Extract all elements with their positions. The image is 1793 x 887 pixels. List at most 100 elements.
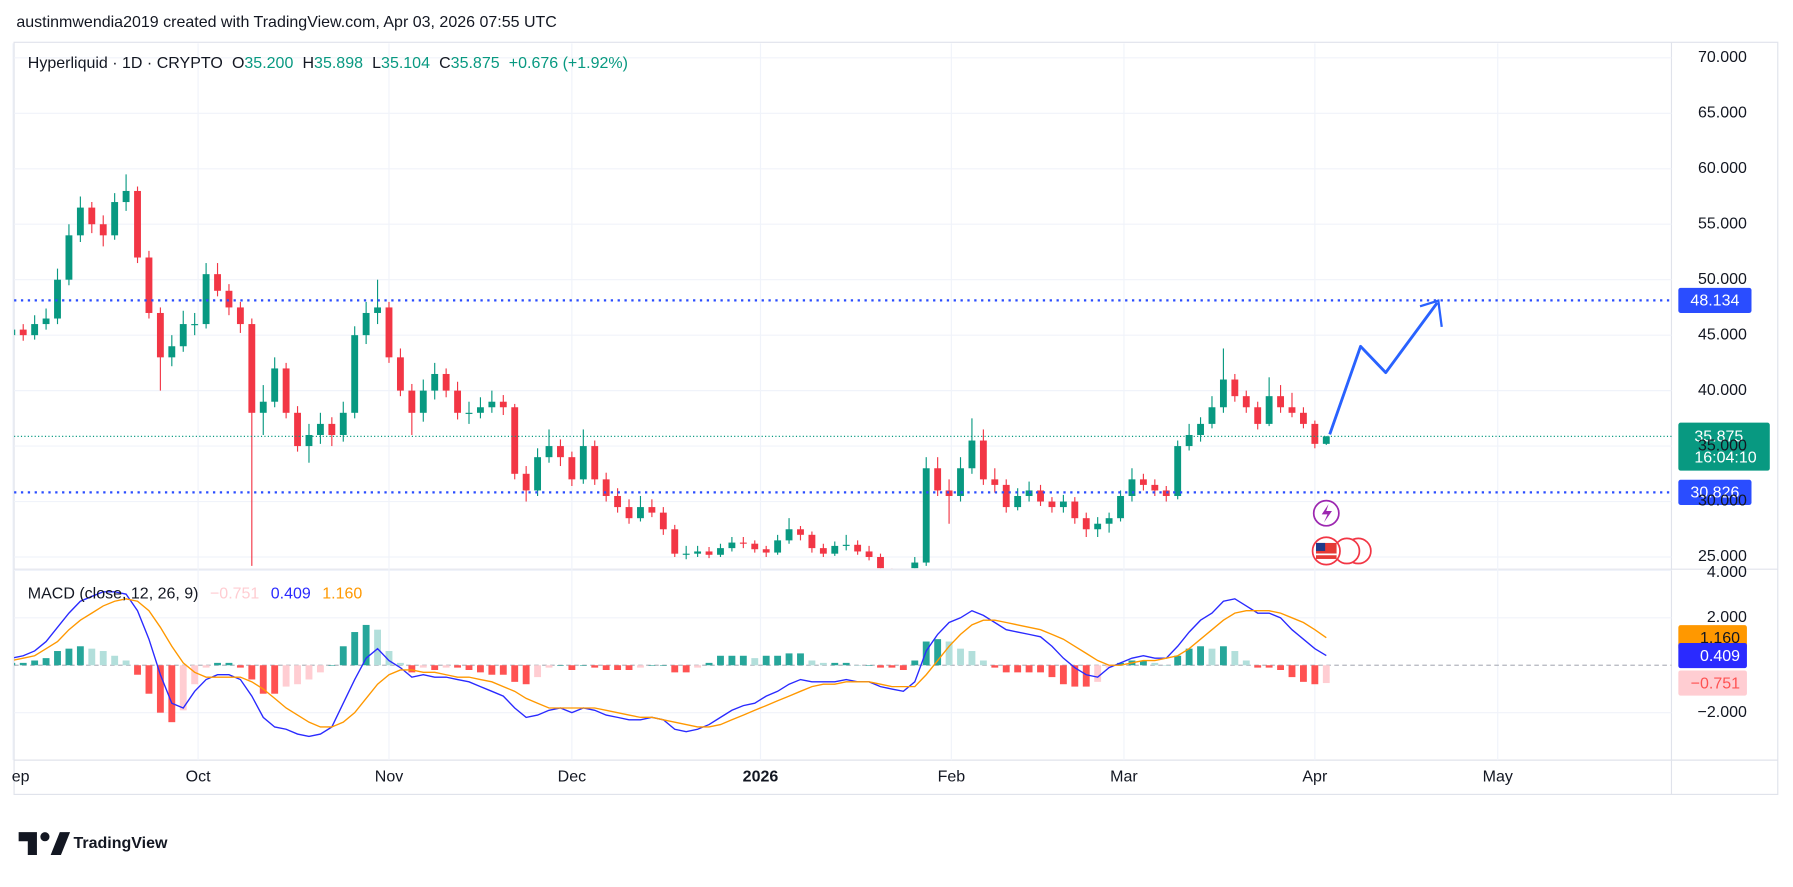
- histogram-bar: [1048, 665, 1056, 678]
- ohlc-key: L: [372, 55, 381, 72]
- histogram-bar: [1242, 660, 1250, 666]
- histogram-bar: [957, 648, 964, 666]
- histogram-bar: [1311, 665, 1319, 685]
- histogram-bar: [682, 665, 690, 673]
- histogram-bar: [1139, 660, 1147, 666]
- histogram-bar: [179, 665, 187, 711]
- macd-badge: [1678, 642, 1747, 669]
- candle-body: [19, 329, 27, 336]
- histogram-bar: [19, 662, 27, 666]
- candle-body: [785, 529, 793, 541]
- histogram-bar: [316, 665, 324, 673]
- candle-body: [76, 207, 84, 236]
- histogram-bar: [739, 655, 747, 666]
- histogram-bar: [854, 665, 862, 666]
- projection-arrow: [1328, 302, 1439, 435]
- histogram-bar: [465, 665, 473, 670]
- candle-body: [134, 190, 141, 258]
- candle-body: [236, 307, 244, 325]
- macd-value: 0.409: [271, 586, 311, 603]
- arrow-head: [1419, 299, 1443, 328]
- candle-body: [54, 279, 61, 319]
- candle-body: [877, 556, 884, 569]
- candle-body: [934, 468, 942, 491]
- candle-body: [1288, 407, 1296, 413]
- y-tick-label: 25.000: [1698, 548, 1747, 565]
- candle-body: [419, 390, 427, 413]
- candle-body: [145, 257, 153, 313]
- x-tick-label: Mar: [1110, 768, 1138, 785]
- ohlc-value: 35.104: [381, 55, 430, 72]
- histogram-bar: [214, 662, 221, 666]
- candle-body: [396, 357, 404, 391]
- ohlc-key: H: [302, 55, 314, 72]
- histogram-bar: [1299, 665, 1307, 682]
- symbol: Hyperliquid · 1D · CRYPTO: [28, 55, 223, 72]
- candle-body: [1197, 423, 1204, 435]
- histogram-badge: [1678, 670, 1747, 696]
- histogram-bar: [1231, 651, 1239, 666]
- candle-body: [1322, 436, 1330, 444]
- histogram-bar: [351, 632, 359, 666]
- histogram-bar: [751, 658, 759, 666]
- candle-body: [762, 549, 770, 553]
- histogram-bar: [819, 662, 827, 666]
- chart-frame: [13, 41, 1779, 795]
- candle-body: [522, 473, 530, 491]
- y-tick-label: 70.000: [1698, 49, 1747, 66]
- candle-body: [888, 574, 895, 582]
- candle-body: [979, 440, 987, 480]
- histogram-bar: [408, 665, 416, 673]
- candle-body: [511, 407, 519, 474]
- y-tick-label: 2.000: [1707, 609, 1747, 626]
- histogram-bar: [968, 651, 976, 666]
- candle-body: [1174, 446, 1182, 496]
- histogram-value: −0.751: [210, 586, 259, 603]
- candle-body: [1299, 412, 1307, 424]
- histogram-bar: [305, 665, 313, 680]
- level-badge: [1678, 479, 1752, 505]
- candle-body: [316, 423, 324, 435]
- candle-body: [351, 335, 359, 413]
- histogram-bar: [534, 665, 542, 678]
- candle-body: [1265, 396, 1273, 424]
- x-tick-label: Feb: [938, 768, 966, 785]
- candle-body: [614, 495, 622, 508]
- histogram-bar: [1254, 665, 1262, 668]
- change: +0.676 (+1.92%): [509, 55, 628, 72]
- candle-body: [682, 553, 690, 555]
- candle-body: [477, 407, 484, 413]
- grid: [12, 43, 1672, 761]
- histogram-bar: [591, 665, 599, 668]
- histogram-bar: [865, 665, 873, 666]
- candle-body: [545, 446, 553, 458]
- candle-body: [774, 540, 782, 553]
- y-tick-label: 4.000: [1707, 564, 1747, 581]
- signal-value: 1.160: [322, 586, 362, 603]
- histogram-bar: [76, 646, 84, 666]
- histogram-bar: [259, 665, 267, 694]
- candle-body: [431, 373, 439, 391]
- brand: TradingView: [74, 835, 169, 852]
- histogram-bar: [168, 665, 176, 723]
- histogram-bar: [797, 653, 804, 666]
- histogram-bar: [1208, 648, 1216, 666]
- candle-body: [922, 468, 930, 563]
- histogram-bar: [728, 655, 736, 666]
- candle-body: [1048, 501, 1056, 508]
- histogram-bar: [625, 665, 633, 670]
- last-price-label: 35.875: [1694, 429, 1743, 446]
- histogram-bar: [339, 646, 347, 666]
- ohlc-value: 35.875: [451, 55, 500, 72]
- candle-body: [842, 544, 850, 546]
- y-tick-label: 30.000: [1698, 493, 1747, 510]
- histogram-bar: [282, 665, 290, 687]
- candle-body: [591, 446, 599, 480]
- candle-body: [248, 324, 256, 413]
- histogram-bar: [271, 665, 279, 694]
- macd-pane: [14, 591, 1672, 738]
- candle-body: [957, 468, 964, 496]
- candle-body: [1242, 396, 1250, 408]
- histogram-bar: [659, 665, 667, 666]
